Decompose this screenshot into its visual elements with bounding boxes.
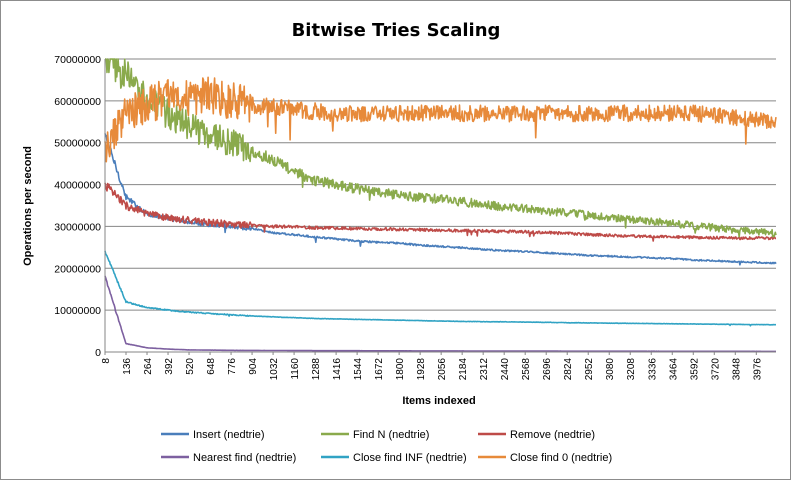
x-tick-label: 3336 <box>647 358 658 381</box>
x-tick-label: 1416 <box>332 358 343 381</box>
chart-title: Bitwise Tries Scaling <box>292 20 501 41</box>
series-line-close-find-0-nedtrie <box>104 76 777 163</box>
series-line-find-n-nedtrie <box>104 58 777 238</box>
legend-label: Nearest find (nedtrie) <box>193 452 296 464</box>
series-layer <box>104 58 777 353</box>
x-axis-label: Items indexed <box>402 395 475 407</box>
x-tick-label: 1544 <box>353 358 364 381</box>
series-line-insert-nedtrie <box>104 133 777 266</box>
x-tick-label: 2952 <box>584 358 595 381</box>
axes <box>104 59 776 353</box>
legend-label: Remove (nedtrie) <box>510 429 595 441</box>
x-tick-label: 776 <box>227 358 238 375</box>
y-tick-label: 60000000 <box>54 96 101 108</box>
x-tick-label: 1672 <box>374 358 385 381</box>
x-tick-label: 3848 <box>731 358 742 381</box>
x-tick-label: 904 <box>248 358 259 375</box>
legend-label: Close find 0 (nedtrie) <box>510 452 612 464</box>
legend: Insert (nedtrie) Find N (nedtrie) Remove (… <box>161 429 612 464</box>
y-tick-label: 40000000 <box>54 180 101 192</box>
x-tick-label: 3208 <box>626 358 637 381</box>
x-tick-label: 392 <box>164 358 175 375</box>
y-tick-label: 10000000 <box>54 305 101 317</box>
series-line-close-find-inf-nedtrie <box>104 250 777 327</box>
x-tick-label: 3720 <box>710 358 721 381</box>
x-tick-label: 264 <box>143 358 154 375</box>
x-tick-label: 3592 <box>689 358 700 381</box>
y-axis-label: Operations per second <box>22 146 34 266</box>
series-line-remove-nedtrie <box>104 182 777 242</box>
x-tick-label: 3464 <box>668 358 679 381</box>
x-tick-label: 2184 <box>458 358 469 381</box>
x-tick-label: 2440 <box>500 358 511 381</box>
x-tick-label: 2696 <box>542 358 553 381</box>
x-tick-label: 2312 <box>479 358 490 381</box>
x-tick-label: 2056 <box>437 358 448 381</box>
y-tick-label: 0 <box>95 347 101 359</box>
x-tick-label: 136 <box>122 358 133 375</box>
x-tick-label: 1032 <box>269 358 280 381</box>
x-tick-label: 520 <box>185 358 196 375</box>
x-tick-label: 648 <box>206 358 217 375</box>
y-tick-label: 20000000 <box>54 263 101 275</box>
x-tick-label: 1800 <box>395 358 406 381</box>
x-tick-label: 2824 <box>563 358 574 381</box>
x-tick-label: 2568 <box>521 358 532 381</box>
y-tick-label: 30000000 <box>54 221 101 233</box>
x-tick-label: 1160 <box>290 358 301 380</box>
x-tick-label: 3976 <box>752 358 763 381</box>
x-tick-label: 1928 <box>416 358 427 381</box>
x-tick-label: 1288 <box>311 358 322 381</box>
y-tick-label: 70000000 <box>54 54 101 66</box>
y-tick-labels: 0 10000000 20000000 30000000 40000000 5000000… <box>54 54 101 359</box>
legend-label: Insert (nedtrie) <box>193 429 265 441</box>
legend-label: Close find INF (nedtrie) <box>353 452 467 464</box>
y-tick-label: 50000000 <box>54 138 101 150</box>
x-tick-labels: 8 136 264 392 520 648 776 904 1032 1160 1288 1416 15… <box>101 352 763 380</box>
gridlines <box>105 58 776 311</box>
x-tick-label: 8 <box>101 358 112 364</box>
x-tick-label: 3080 <box>605 358 616 381</box>
series-line-nearest-find-nedtrie <box>104 275 777 353</box>
legend-label: Find N (nedtrie) <box>353 429 429 441</box>
